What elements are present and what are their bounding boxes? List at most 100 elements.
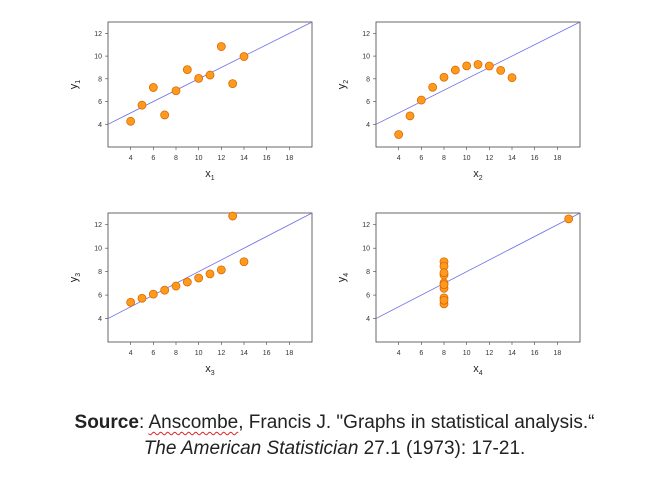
data-point <box>137 293 147 303</box>
y-tick-label: 10 <box>362 54 370 61</box>
x-axis-label: x4 <box>473 363 483 377</box>
y-tick-label: 4 <box>98 122 102 129</box>
regression-line <box>376 213 580 319</box>
y-tick-label: 6 <box>366 293 370 300</box>
author-name: Anscombe <box>148 412 239 433</box>
citation-line-2: The American Statistician 27.1 (1973): 1… <box>0 436 669 462</box>
journal-details: 27.1 (1973): 17-21. <box>358 438 526 459</box>
x-tick-label: 8 <box>442 350 446 357</box>
x-axis-label: x3 <box>205 363 215 377</box>
x-axis-label: x1 <box>205 168 215 182</box>
data-point <box>216 42 226 51</box>
y-axis-label-main: y <box>68 276 80 282</box>
data-point <box>439 295 449 305</box>
x-axis-label-main: x <box>205 168 211 180</box>
x-axis-label-subscript: 2 <box>479 175 483 182</box>
x-tick-label: 16 <box>263 350 271 357</box>
author-rest: , Francis J. "Graphs in statistical anal… <box>238 412 595 433</box>
y-tick-label: 12 <box>362 31 370 38</box>
citation-line-1: Source: Anscombe, Francis J. "Graphs in … <box>0 410 669 436</box>
x-tick-label: 10 <box>463 350 471 357</box>
data-point <box>564 214 574 224</box>
data-point <box>171 86 181 96</box>
y-tick-label: 10 <box>94 246 102 253</box>
x-tick-label: 12 <box>217 350 225 357</box>
y-axis-label-main: y <box>336 276 348 282</box>
x-tick-label: 18 <box>285 155 293 162</box>
data-point <box>126 297 136 307</box>
source-citation: Source: Anscombe, Francis J. "Graphs in … <box>0 410 669 462</box>
x-axis-label-main: x <box>473 168 479 180</box>
data-point <box>148 83 158 92</box>
x-tick-label: 6 <box>419 350 423 357</box>
x-axis-label-subscript: 4 <box>479 370 483 377</box>
regression-line <box>108 213 312 319</box>
x-tick-label: 8 <box>442 155 446 162</box>
data-point <box>194 273 204 283</box>
x-tick-label: 14 <box>508 350 516 357</box>
y-tick-label: 4 <box>366 316 370 323</box>
data-point <box>126 116 136 126</box>
x-tick-label: 14 <box>508 155 516 162</box>
x-tick-label: 4 <box>397 350 401 357</box>
data-point <box>450 65 460 75</box>
x-axis-label-main: x <box>473 363 479 375</box>
x-tick-label: 6 <box>151 350 155 357</box>
data-point <box>216 265 226 275</box>
source-separator: : <box>138 412 149 433</box>
x-axis-label-subscript: 1 <box>211 175 215 182</box>
x-tick-label: 18 <box>553 350 561 357</box>
data-point <box>428 82 438 92</box>
y-tick-label: 4 <box>366 122 370 129</box>
source-label: Source <box>74 412 139 433</box>
x-axis-label: x2 <box>473 168 483 182</box>
x-tick-label: 4 <box>397 155 401 162</box>
data-point <box>473 60 483 69</box>
data-point <box>228 211 238 221</box>
x-tick-label: 10 <box>195 350 203 357</box>
y-tick-label: 12 <box>94 31 102 38</box>
x-axis-label-subscript: 3 <box>211 370 215 377</box>
x-tick-label: 14 <box>240 350 248 357</box>
x-tick-label: 8 <box>174 155 178 162</box>
y-axis-label: y1 <box>68 80 82 90</box>
y-tick-label: 8 <box>366 269 370 276</box>
x-tick-label: 18 <box>553 155 561 162</box>
data-point <box>439 268 449 278</box>
plot-frame <box>375 212 581 343</box>
data-point <box>205 70 215 80</box>
x-tick-label: 12 <box>217 155 225 162</box>
y-axis-label-main: y <box>336 83 348 89</box>
x-tick-label: 6 <box>151 155 155 162</box>
regression-line <box>376 22 580 125</box>
y-tick-label: 8 <box>98 269 102 276</box>
x-tick-label: 16 <box>531 155 539 162</box>
y-axis-label-main: y <box>68 83 80 89</box>
data-point <box>182 65 192 75</box>
x-tick-label: 10 <box>463 155 471 162</box>
y-axis-label: y3 <box>68 273 82 283</box>
journal-name: The American Statistician <box>143 438 359 459</box>
y-tick-label: 10 <box>362 246 370 253</box>
y-tick-label: 12 <box>94 222 102 229</box>
y-tick-label: 4 <box>98 316 102 323</box>
y-tick-label: 6 <box>366 99 370 106</box>
plot-frame <box>107 212 313 343</box>
data-point <box>148 289 158 299</box>
data-point <box>439 280 449 290</box>
x-tick-label: 18 <box>285 350 293 357</box>
data-point <box>496 66 506 75</box>
data-point <box>462 61 472 71</box>
y-tick-label: 10 <box>94 54 102 61</box>
plot-frame <box>375 21 581 148</box>
data-point <box>484 61 494 71</box>
y-axis-label-subscript: 3 <box>75 273 82 277</box>
data-point <box>239 257 249 267</box>
x-tick-label: 12 <box>485 350 493 357</box>
y-tick-label: 6 <box>98 99 102 106</box>
y-axis-label-subscript: 1 <box>75 80 82 84</box>
